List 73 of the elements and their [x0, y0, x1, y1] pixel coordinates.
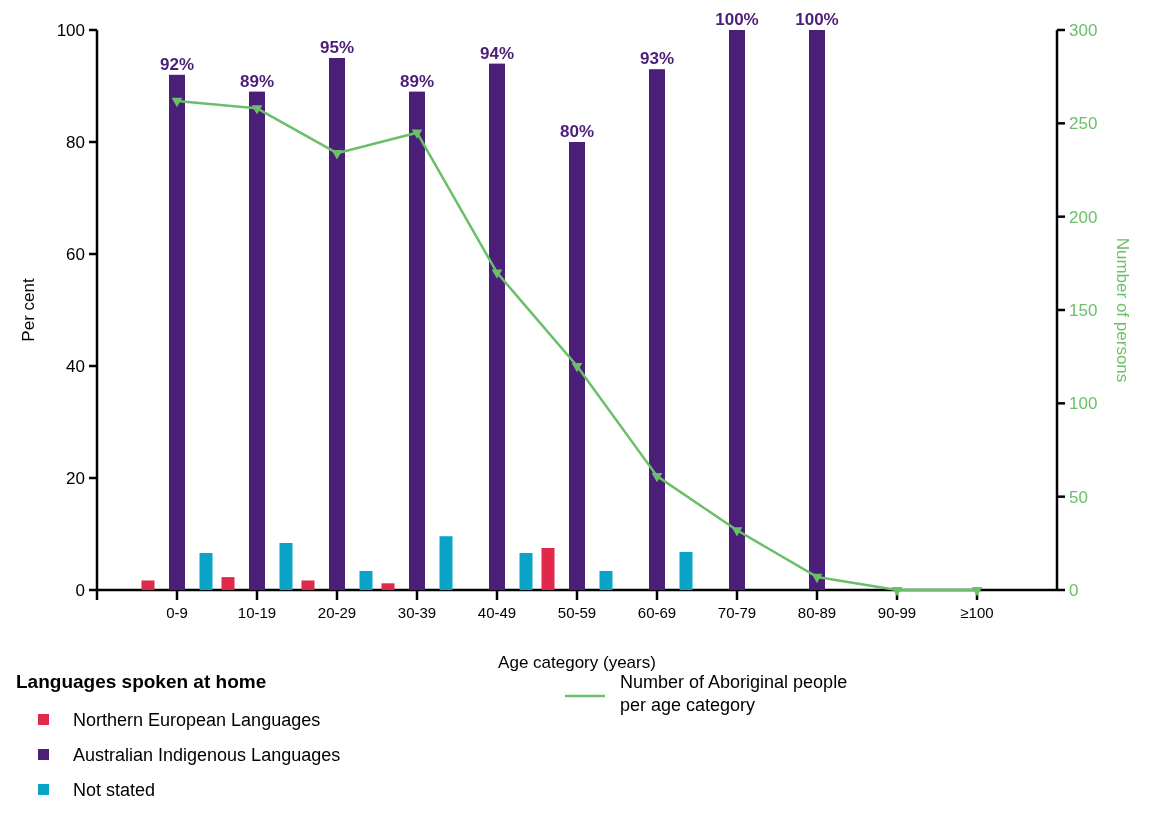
x-tick-label: ≥100	[960, 604, 994, 621]
bar	[439, 536, 453, 590]
bar	[599, 570, 613, 590]
legend-label: Australian Indigenous Languages	[73, 745, 341, 766]
bar	[199, 553, 213, 590]
point	[411, 129, 423, 139]
bar	[569, 142, 585, 590]
bar	[519, 553, 533, 590]
bar	[169, 74, 185, 590]
data-label: 94%	[479, 43, 515, 63]
legend-label: Number of Aboriginal people per age category	[620, 672, 848, 715]
x-tick-label: 60-69	[637, 604, 677, 621]
data-label: 93%	[639, 49, 675, 69]
point	[491, 269, 503, 279]
bar	[301, 580, 315, 590]
y-axis-title: Per cent	[19, 278, 38, 342]
x-tick-label: 30-39	[397, 604, 437, 621]
bar	[409, 91, 425, 590]
y2-tick-label: 250	[1069, 114, 1098, 134]
point	[571, 362, 583, 373]
y2-tick-label: 300	[1069, 20, 1098, 40]
point	[651, 473, 663, 483]
x-tick-label: 70-79	[717, 604, 757, 621]
bar	[649, 69, 665, 590]
point	[171, 97, 183, 108]
data-label: 95%	[319, 38, 355, 57]
x-tick-label: 20-29	[317, 604, 357, 621]
bar	[249, 91, 265, 590]
x-axis-title: Age category (years)	[498, 653, 656, 672]
y2-tick-label: 200	[1069, 207, 1098, 227]
y-tick-label: 40	[66, 356, 85, 376]
bar	[729, 30, 745, 590]
x-tick-label: 0-9	[166, 604, 188, 621]
x-tick-label: 50-59	[557, 604, 597, 621]
y-tick-label: 100	[56, 20, 85, 40]
data-label: 100%	[715, 10, 759, 29]
bar	[541, 548, 555, 590]
y-tick-label: 0	[75, 580, 85, 600]
point	[811, 573, 823, 584]
data-label: 92%	[159, 54, 195, 74]
y-tick-label: 20	[66, 468, 85, 488]
legend-label: Northern European Languages	[73, 710, 321, 731]
y2-tick-label: 50	[1069, 487, 1088, 507]
bar	[279, 542, 293, 590]
bar	[489, 63, 505, 590]
x-tick-label: 10-19	[237, 604, 277, 621]
bar	[359, 570, 373, 590]
data-label: 80%	[559, 122, 595, 141]
x-tick-label: 80-89	[797, 604, 837, 621]
bar	[679, 551, 693, 590]
data-label: 100%	[795, 10, 839, 29]
point	[251, 105, 263, 115]
y-tick-label: 60	[66, 244, 85, 264]
bar	[221, 577, 235, 590]
y2-tick-label: 150	[1069, 300, 1098, 320]
y2-axis-title: Number of persons	[1113, 237, 1132, 383]
bar	[381, 583, 395, 590]
bar	[329, 58, 345, 590]
point	[971, 586, 983, 597]
y2-tick-label: 0	[1069, 580, 1079, 600]
x-tick-label: 90-99	[877, 604, 917, 621]
bar	[141, 580, 155, 590]
point	[331, 150, 343, 160]
data-label: 89%	[399, 71, 435, 91]
x-tick-label: 40-49	[477, 604, 517, 621]
point	[731, 527, 743, 537]
legend-label: Not stated	[73, 780, 156, 801]
y2-tick-label: 100	[1069, 394, 1098, 414]
point	[891, 586, 903, 597]
y-tick-label: 80	[66, 132, 85, 152]
legend-title: Languages spoken at home	[16, 671, 267, 692]
data-label: 89%	[239, 71, 275, 91]
bar	[809, 30, 825, 590]
